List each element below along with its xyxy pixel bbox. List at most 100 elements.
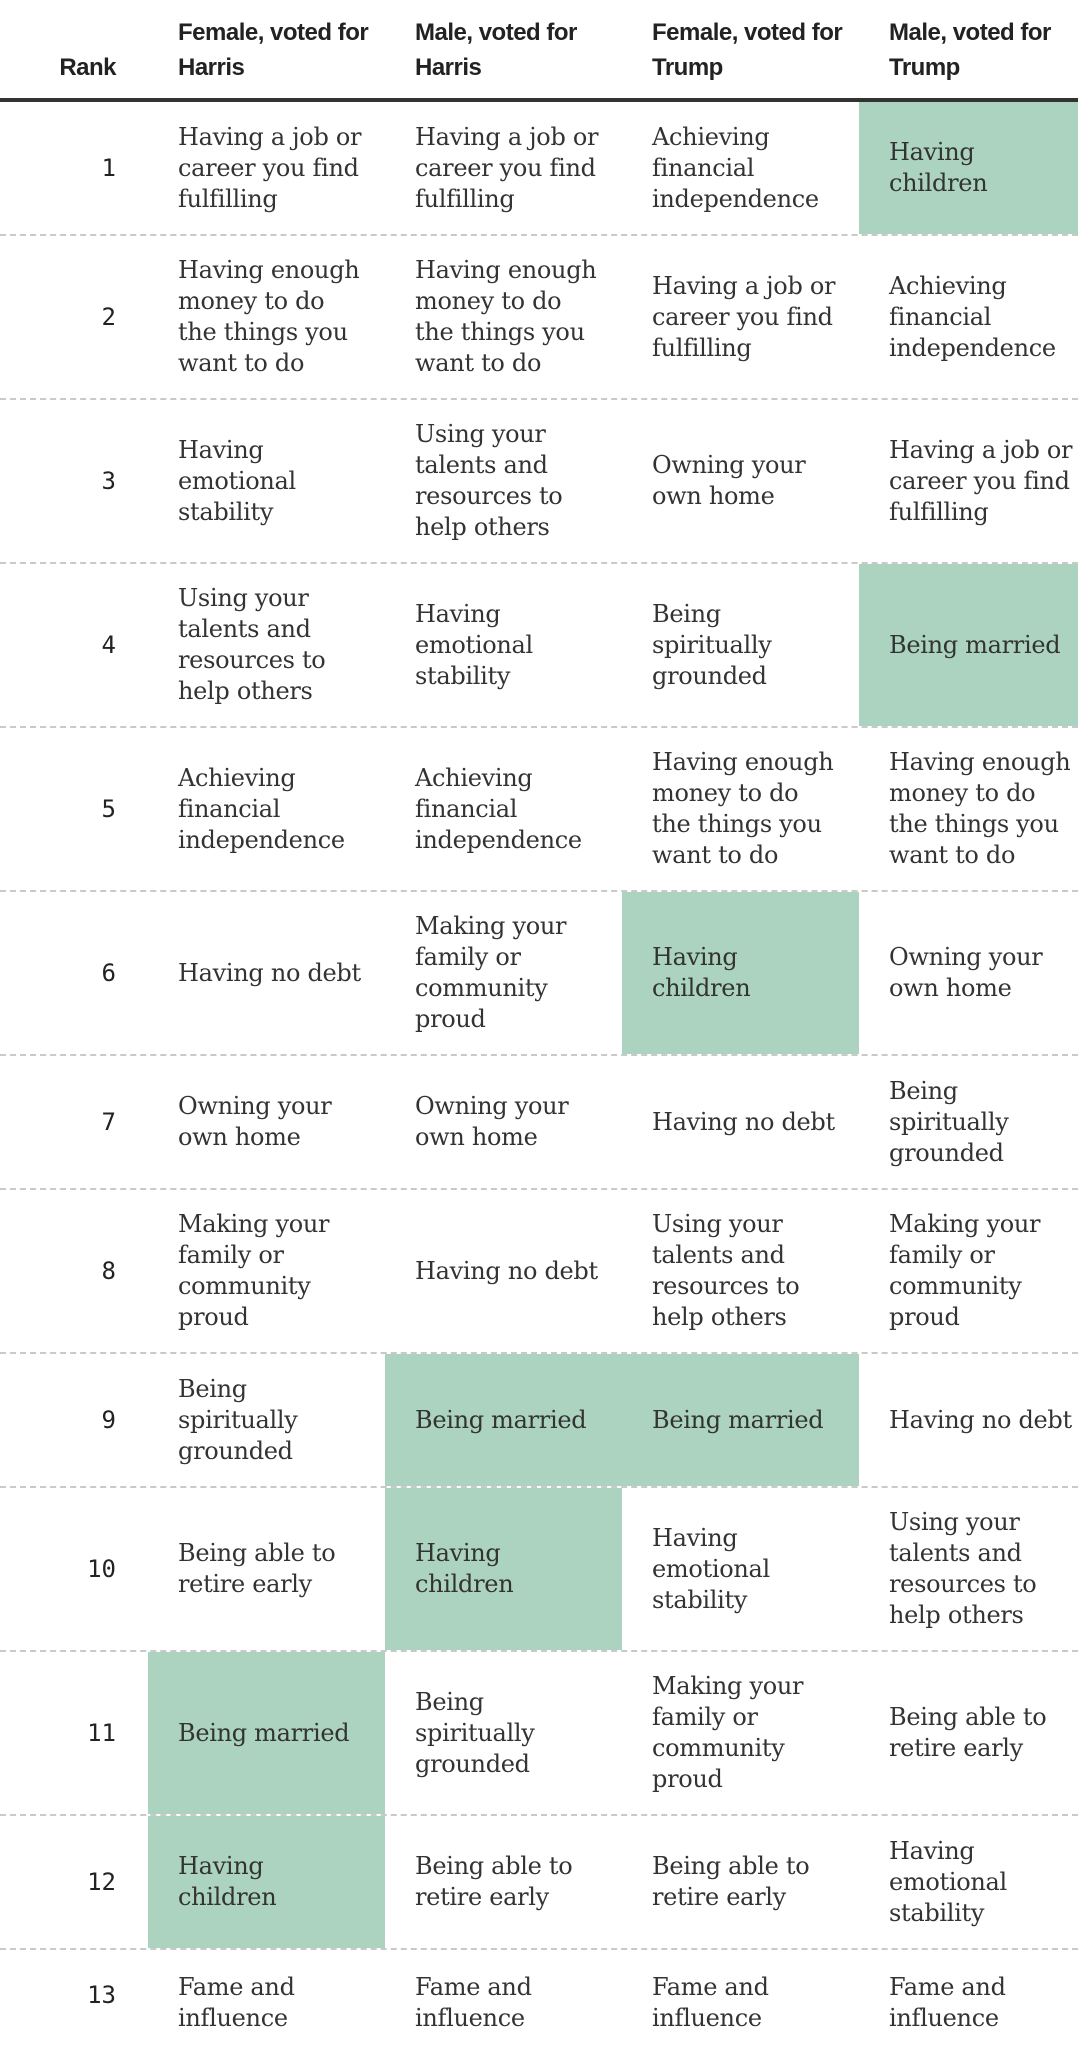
cell-text: Having emotional stability: [415, 599, 533, 690]
cell-text: Having enough money to do the things you…: [415, 256, 597, 377]
cell-text: Fame and influence: [415, 1973, 532, 2032]
cell-text: Having children: [889, 138, 988, 197]
cell-text: Using your talents and resources to help…: [652, 1210, 800, 1331]
cell-text: Achieving financial independence: [652, 122, 819, 213]
cell-text: Having no debt: [889, 1405, 1072, 1434]
table-cell: Using your talents and resources to help…: [148, 564, 385, 726]
rank-label: 9: [101, 1406, 116, 1434]
cell-text: Being able to retire early: [178, 1539, 336, 1598]
column-header: Male, voted for Harris: [415, 19, 577, 81]
table-cell-highlighted: Being married: [385, 1354, 622, 1486]
cell-text: Being married: [178, 1718, 350, 1747]
table-cell: Being able to retire early: [148, 1488, 385, 1650]
table-row: 12 Having children Being able to retire ea…: [0, 1816, 1078, 1950]
table-cell-highlighted: Being married: [859, 564, 1078, 726]
cell-text: Having emotional stability: [652, 1523, 770, 1614]
cell-text: Having a job or career you find fulfilli…: [178, 122, 362, 213]
table-cell: Making your family or community proud: [859, 1190, 1078, 1352]
cell-text: Having emotional stability: [889, 1836, 1007, 1927]
cell-text: Achieving financial independence: [889, 271, 1056, 362]
table-row: 10 Being able to retire early Having child…: [0, 1488, 1078, 1652]
table-cell: Achieving financial independence: [148, 728, 385, 890]
column-header-rank: Rank: [59, 54, 116, 81]
table-row: 8 Making your family or community proud Ha…: [0, 1190, 1078, 1354]
table-cell: Having a job or career you find fulfilli…: [622, 236, 859, 398]
table-cell: Fame and influence: [148, 1950, 385, 2040]
cell-text: Being able to retire early: [415, 1852, 573, 1911]
cell-text: Being spiritually grounded: [415, 1687, 535, 1778]
cell-text: Owning your own home: [889, 943, 1043, 1002]
table-cell: Being spiritually grounded: [385, 1652, 622, 1814]
cell-text: Being spiritually grounded: [652, 599, 772, 690]
table-cell: Being able to retire early: [622, 1816, 859, 1948]
table-cell: Owning your own home: [859, 892, 1078, 1054]
table-row: 1 Having a job or career you find fulfill…: [0, 102, 1078, 236]
cell-text: Being spiritually grounded: [178, 1374, 298, 1465]
cell-text: Having no debt: [652, 1107, 835, 1136]
table-cell: Having enough money to do the things you…: [385, 236, 622, 398]
cell-text: Having enough money to do the things you…: [178, 256, 360, 377]
rank-label: 2: [101, 303, 116, 331]
cell-text: Making your family or community proud: [178, 1210, 330, 1331]
table-cell: Making your family or community proud: [622, 1652, 859, 1814]
column-header: Female, voted for Trump: [652, 19, 843, 81]
cell-text: Using your talents and resources to help…: [415, 420, 563, 541]
cell-text: Achieving financial independence: [415, 763, 582, 854]
rank-label: 7: [101, 1108, 116, 1136]
cell-text: Having children: [178, 1852, 277, 1911]
table-cell: Being spiritually grounded: [148, 1354, 385, 1486]
cell-text: Making your family or community proud: [889, 1210, 1041, 1331]
table-row: 11 Being married Being spiritually grounde…: [0, 1652, 1078, 1816]
table-cell: Fame and influence: [622, 1950, 859, 2040]
cell-text: Having a job or career you find fulfilli…: [889, 435, 1073, 526]
table-cell-highlighted: Being married: [148, 1652, 385, 1814]
cell-text: Fame and influence: [652, 1973, 769, 2032]
cell-text: Being able to retire early: [652, 1852, 810, 1911]
table-row: 7 Owning your own home Owning your own hom…: [0, 1056, 1078, 1190]
cell-text: Being able to retire early: [889, 1703, 1047, 1762]
table-cell-highlighted: Having children: [148, 1816, 385, 1948]
rank-label: 11: [87, 1719, 116, 1747]
cell-text: Having no debt: [178, 958, 361, 987]
table-row: 6 Having no debt Making your family or com…: [0, 892, 1078, 1056]
rank-label: 1: [101, 154, 116, 182]
table-cell: Fame and influence: [859, 1950, 1078, 2040]
rank-label: 13: [87, 1981, 116, 2009]
cell-text: Using your talents and resources to help…: [178, 584, 326, 705]
table-row: 5 Achieving financial independence Achievi…: [0, 728, 1078, 892]
rank-label: 5: [101, 795, 116, 823]
cell-text: Owning your own home: [178, 1092, 332, 1151]
table-row: 4 Using your talents and resources to hel…: [0, 564, 1078, 728]
table-cell: Having no debt: [385, 1190, 622, 1352]
table-cell: Being spiritually grounded: [622, 564, 859, 726]
table-header: Rank Female, voted for Harris Male, voted …: [0, 0, 1078, 102]
table-row: 3 Having emotional stability Using your ta…: [0, 400, 1078, 564]
cell-text: Being spiritually grounded: [889, 1076, 1009, 1167]
table-row: 13 Fame and influence Fame and influence Fa…: [0, 1950, 1078, 2040]
cell-text: Using your talents and resources to help…: [889, 1508, 1037, 1629]
cell-text: Having children: [415, 1539, 514, 1598]
cell-text: Making your family or community proud: [652, 1672, 804, 1793]
table-cell: Fame and influence: [385, 1950, 622, 2040]
rank-label: 10: [87, 1555, 116, 1583]
cell-text: Being married: [652, 1405, 824, 1434]
table-cell-highlighted: Having children: [859, 102, 1078, 234]
cell-text: Making your family or community proud: [415, 912, 567, 1033]
table-cell: Using your talents and resources to help…: [622, 1190, 859, 1352]
table-cell: Making your family or community proud: [148, 1190, 385, 1352]
table-cell: Being able to retire early: [385, 1816, 622, 1948]
table-cell: Achieving financial independence: [385, 728, 622, 890]
rank-label: 3: [101, 467, 116, 495]
cell-text: Achieving financial independence: [178, 763, 345, 854]
table-cell: Having enough money to do the things you…: [859, 728, 1078, 890]
cell-text: Having no debt: [415, 1256, 598, 1285]
table-cell: Having no debt: [148, 892, 385, 1054]
column-header: Female, voted for Harris: [178, 19, 369, 81]
table-cell: Having a job or career you find fulfilli…: [859, 400, 1078, 562]
cell-text: Owning your own home: [652, 451, 806, 510]
table-cell: Having emotional stability: [385, 564, 622, 726]
cell-text: Having enough money to do the things you…: [889, 748, 1071, 869]
table-cell: Having a job or career you find fulfilli…: [385, 102, 622, 234]
rank-label: 6: [101, 959, 116, 987]
table-cell-highlighted: Being married: [622, 1354, 859, 1486]
